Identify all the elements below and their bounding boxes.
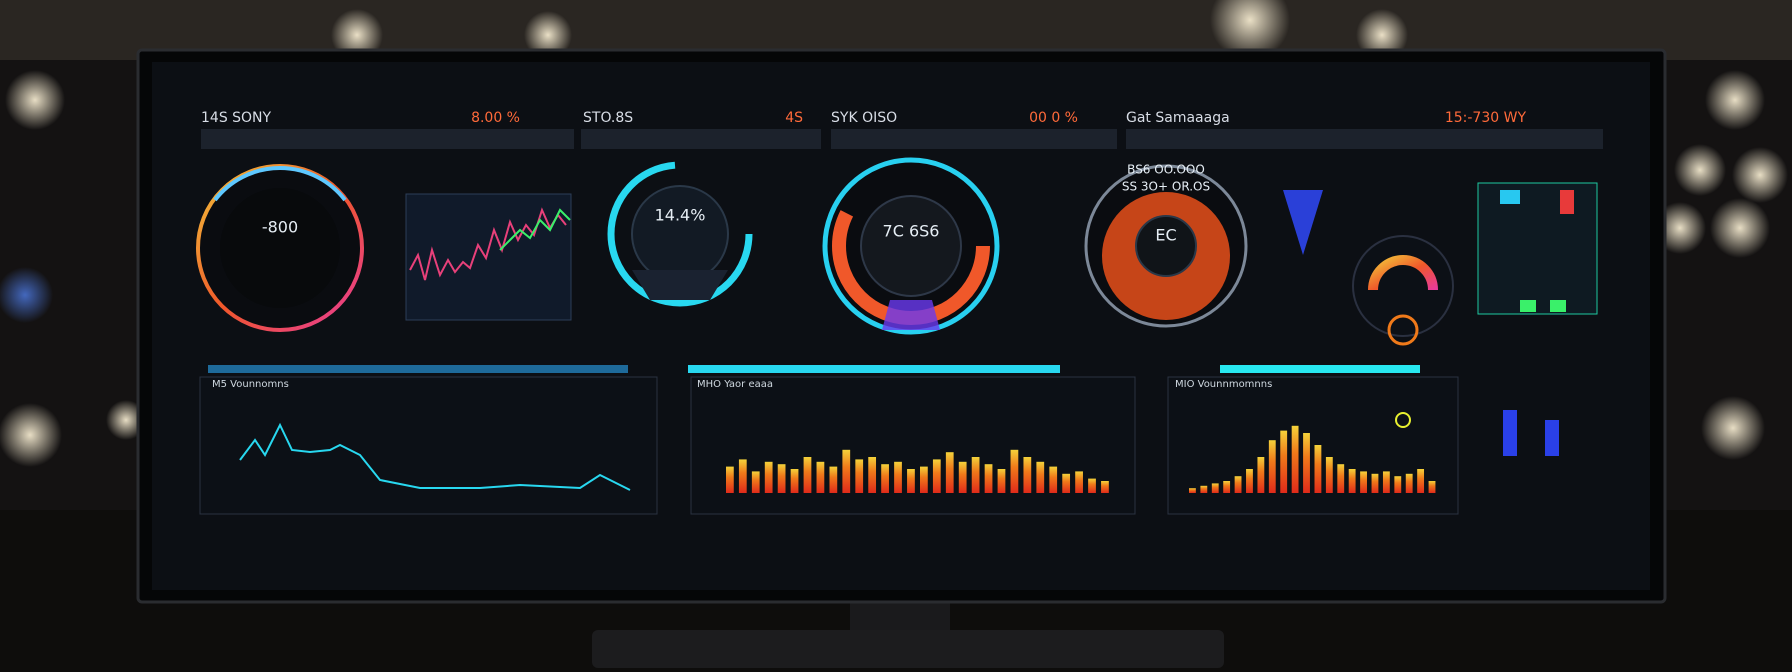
bar [738, 459, 747, 493]
bar [1246, 469, 1253, 493]
bar [829, 466, 838, 493]
bar [1200, 485, 1208, 493]
monitor-neck [850, 598, 950, 634]
bar [1088, 478, 1096, 493]
bar [881, 464, 889, 493]
mini-bars [1503, 410, 1559, 456]
bar [1382, 471, 1390, 493]
gauge-label: 7C 6S6 [883, 222, 940, 241]
bar [997, 469, 1006, 493]
bar [1257, 457, 1265, 493]
bar [945, 452, 954, 493]
bar [1371, 473, 1379, 493]
bar [1234, 476, 1242, 493]
bar [816, 461, 825, 493]
bar [1211, 483, 1219, 493]
bar [1325, 457, 1333, 493]
bar [855, 459, 864, 493]
bar [984, 464, 993, 493]
small-gauge [1352, 235, 1454, 346]
bar [1303, 433, 1310, 493]
panel-title: M5 Vounnomns [212, 379, 289, 390]
bar [1360, 471, 1367, 493]
bar [1223, 481, 1231, 493]
bar [1348, 469, 1356, 493]
gauge [1084, 164, 1248, 328]
bar [1075, 471, 1083, 493]
bar [1417, 469, 1425, 493]
monitor-stand [592, 630, 1224, 668]
gauge-label: -800 [262, 218, 298, 237]
header-label: 14S SONY [201, 110, 272, 126]
bar [777, 464, 786, 493]
bar [764, 461, 773, 493]
bar [1049, 466, 1058, 493]
gauge [822, 157, 1000, 335]
bar [920, 466, 928, 493]
header-bars [201, 129, 1603, 149]
signal-line [239, 422, 631, 491]
bar [1428, 481, 1436, 493]
bar [971, 457, 980, 493]
header-value: 15:-730 WY [1445, 110, 1527, 126]
bar [1101, 481, 1109, 493]
progress-bars [208, 365, 1420, 373]
marker [1395, 412, 1411, 428]
header-value: 00 0 % [1029, 110, 1078, 126]
gauge-top: BS6 OO.OOO [1127, 163, 1205, 177]
bar [790, 469, 799, 493]
gauge-label: 14.4% [655, 206, 706, 225]
line-chart [405, 193, 572, 321]
bar [1405, 473, 1413, 493]
gauge [607, 161, 753, 307]
header-label: SYK OISO [831, 110, 897, 126]
bar [1189, 488, 1196, 493]
bar [1010, 449, 1019, 493]
bar [1337, 464, 1345, 493]
bar [894, 461, 902, 493]
heatmap-grid [1477, 182, 1598, 315]
bar [932, 459, 941, 493]
header-value: 4S [785, 110, 803, 126]
bar [1291, 425, 1299, 493]
bar [726, 466, 734, 493]
bar [1062, 473, 1071, 493]
header-label: STO.8S [583, 110, 633, 126]
bar [842, 449, 851, 493]
bar [958, 461, 967, 493]
gauge-sublabel: SS 3O+ OR.OS [1122, 180, 1210, 194]
bar [1268, 440, 1276, 493]
bar [803, 457, 812, 493]
bokeh [0, 0, 1788, 467]
bar [751, 471, 760, 493]
bar [1394, 476, 1402, 493]
bar [1023, 457, 1032, 493]
header-label: Gat Samaaaga [1126, 110, 1230, 126]
bar [1314, 445, 1322, 493]
gauge [196, 164, 364, 332]
triangle-icon [1283, 190, 1323, 255]
panel-title: MIO Vounnmomnns [1175, 379, 1272, 390]
bar [1280, 430, 1288, 493]
bar [907, 469, 915, 493]
panel-title: MHO Yaor eaaa [697, 379, 773, 390]
gauge-label: EC [1155, 226, 1176, 245]
bar [1036, 461, 1045, 493]
dashboard-content: 14S SONY 8.00 % STO.8S 4S SYK OISO 00 0 % Gat … [201, 110, 1526, 493]
bar [868, 457, 877, 493]
header-value: 8.00 % [471, 110, 520, 126]
